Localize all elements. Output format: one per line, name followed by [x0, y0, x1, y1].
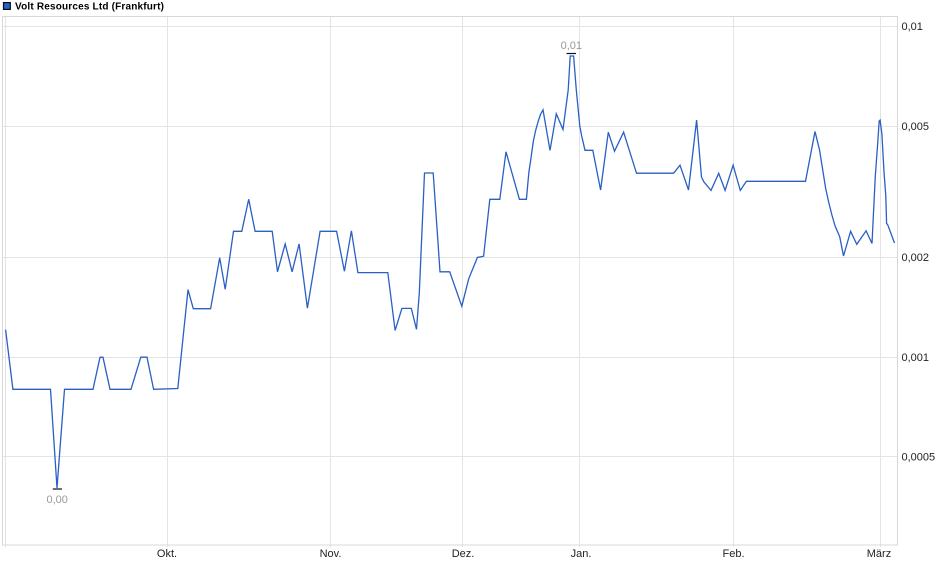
- svg-text:Okt.: Okt.: [157, 548, 177, 560]
- svg-text:0,002: 0,002: [902, 252, 930, 264]
- svg-text:0,005: 0,005: [902, 121, 930, 133]
- svg-text:Volt Resources Ltd (Frankfurt): Volt Resources Ltd (Frankfurt): [15, 2, 164, 13]
- svg-text:März: März: [867, 548, 891, 560]
- svg-text:0,00: 0,00: [46, 494, 67, 506]
- svg-text:0,01: 0,01: [561, 40, 582, 52]
- svg-text:Dez.: Dez.: [452, 548, 475, 560]
- svg-text:0,001: 0,001: [902, 352, 930, 364]
- svg-text:Jan.: Jan.: [571, 548, 592, 560]
- svg-text:0,01: 0,01: [902, 21, 923, 33]
- svg-text:Nov.: Nov.: [320, 548, 342, 560]
- svg-text:Feb.: Feb.: [722, 548, 744, 560]
- svg-text:0,0005: 0,0005: [902, 452, 936, 464]
